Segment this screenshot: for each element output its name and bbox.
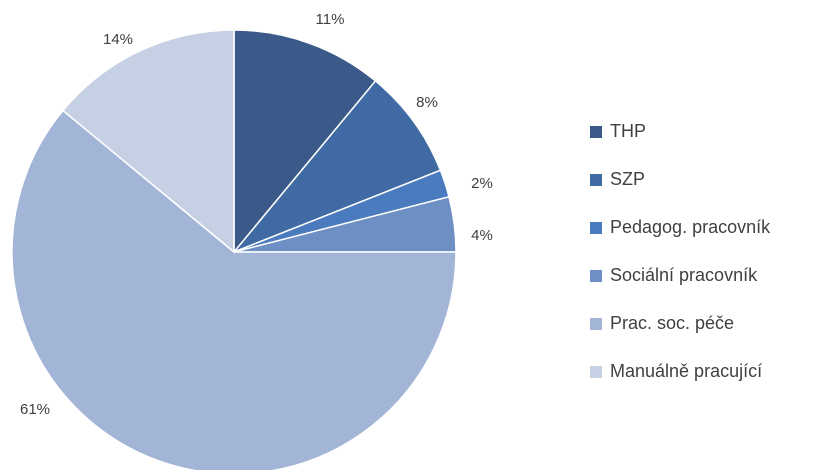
legend-swatch <box>590 366 602 378</box>
data-label: 4% <box>471 227 493 244</box>
legend-swatch <box>590 174 602 186</box>
data-label: 14% <box>103 31 133 48</box>
data-label: 11% <box>316 11 345 28</box>
legend-label: THP <box>610 121 646 141</box>
pie-slice <box>233 79 442 253</box>
legend-label: Prac. soc. péče <box>610 313 734 333</box>
legend-swatch <box>590 318 602 330</box>
pie-slice <box>11 109 457 470</box>
pie-slice <box>233 29 377 255</box>
pie-slice <box>61 29 235 254</box>
legend-label: SZP <box>610 169 645 189</box>
legend-swatch <box>590 126 602 138</box>
data-label: 8% <box>416 94 438 111</box>
legend-swatch <box>590 270 602 282</box>
legend-label: Sociální pracovník <box>610 265 758 285</box>
legend-label: Manuálně pracující <box>610 361 762 381</box>
legend-swatch <box>590 222 602 234</box>
data-label: 61% <box>20 401 50 418</box>
legend-label: Pedagog. pracovník <box>610 217 771 237</box>
data-label: 2% <box>471 175 493 192</box>
